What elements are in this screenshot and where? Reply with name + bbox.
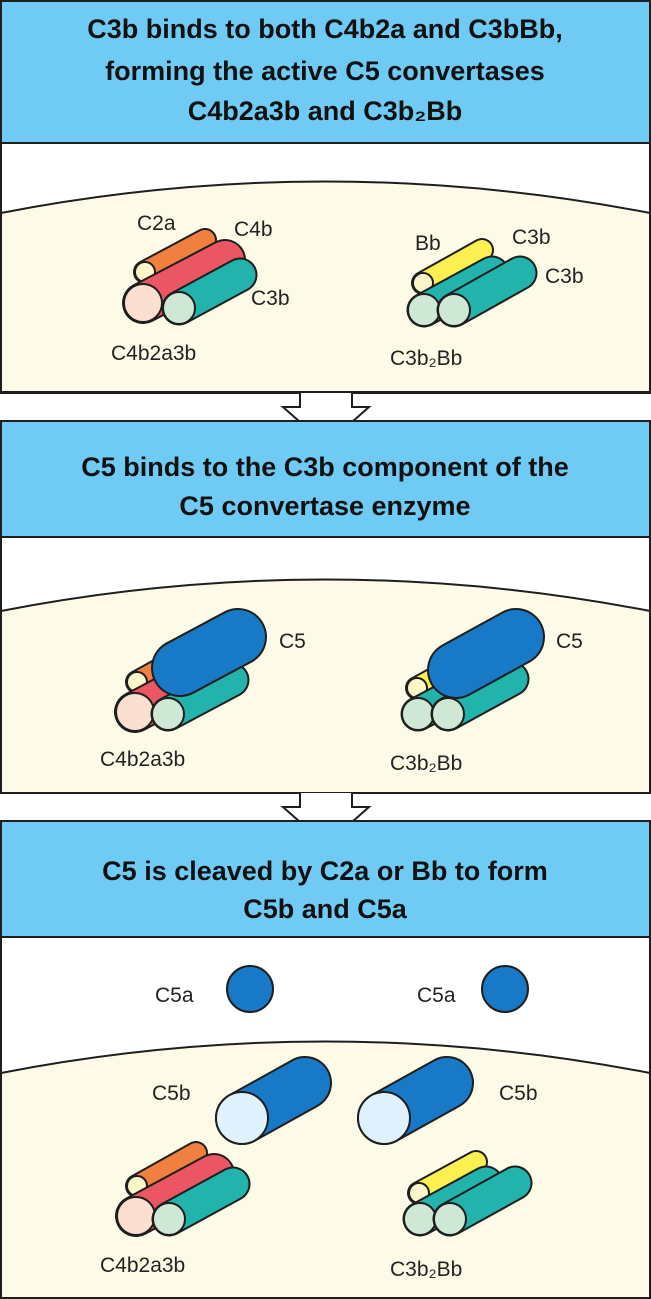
panel-2-header: [0, 420, 651, 538]
label-c3b2bb: C3b₂Bb: [390, 1258, 462, 1281]
label-c5a-left: C5a: [155, 984, 194, 1007]
c3b-cylinder-2: [430, 661, 530, 732]
label-c4b2a3b: C4b2a3b: [100, 748, 185, 771]
c4b2a3b-complex: [114, 608, 267, 733]
panel-2: C5 binds to the C3b component of the C5 …: [0, 420, 651, 794]
cell-membrane: [0, 578, 651, 794]
c3b2bb-complex: [406, 238, 538, 328]
label-c5-left: C5: [279, 630, 306, 653]
panel-2-title-line-2: C5 convertase enzyme: [179, 491, 470, 521]
panel-1-title-line-3: C4b2a3b and C3b₂Bb: [188, 96, 463, 126]
c5b-fragment-right: [357, 1056, 474, 1145]
label-c4b: C4b: [234, 218, 273, 241]
label-c3b2bb: C3b₂Bb: [390, 752, 462, 775]
bb-cylinder: [411, 238, 494, 295]
c3b-cylinder-2: [432, 1165, 533, 1237]
c5a-fragment-left: [226, 965, 274, 1013]
c5a-fragment-right: [481, 965, 529, 1013]
c2a-cylinder: [125, 1141, 208, 1198]
c3b2bb-complex: [402, 1150, 533, 1237]
c5-cylinder: [427, 608, 545, 699]
panel-3: C5 is cleaved by C2a or Bb to form C5b a…: [0, 820, 651, 1299]
c3b2bb-complex: [400, 608, 545, 732]
label-c2a: C2a: [137, 212, 176, 235]
label-c5-right: C5: [556, 630, 583, 653]
panel-3-title-line-2: C5b and C5a: [243, 894, 408, 924]
cell-membrane: [0, 180, 651, 393]
label-bb: Bb: [415, 232, 441, 255]
panel-1-title-line-2: forming the active C5 convertases: [105, 56, 545, 86]
label-c5a-right: C5a: [417, 984, 456, 1007]
panel-1: C3b binds to both C4b2a and C3bBb, formi…: [0, 0, 651, 394]
c3b-cylinder: [151, 1166, 251, 1237]
label-c3b-right-1: C3b: [512, 226, 551, 249]
panel-3-title-line-1: C5 is cleaved by C2a or Bb to form: [102, 856, 548, 886]
c5b-fragment-left: [215, 1056, 332, 1145]
c4b-cylinder: [122, 239, 246, 324]
label-c3b-right-2: C3b: [545, 265, 584, 288]
label-c5b-right: C5b: [499, 1082, 538, 1105]
c4b2a3b-complex: [115, 1141, 251, 1237]
c3b-cylinder: [150, 662, 250, 732]
panel-3-header: [0, 820, 651, 938]
c5-cylinder: [151, 608, 267, 697]
c4b-cylinder: [115, 1153, 235, 1237]
panel-2-title-line-1: C5 binds to the C3b component of the: [81, 452, 569, 482]
label-c4b2a3b: C4b2a3b: [111, 342, 196, 365]
label-c3b2bb: C3b₂Bb: [390, 347, 462, 370]
c4b2a3b-complex: [122, 228, 258, 326]
panel-1-header: [0, 0, 651, 144]
c3b-cylinder: [161, 257, 258, 326]
c3b-cylinder-2: [436, 255, 538, 328]
label-c3b-left: C3b: [251, 287, 290, 310]
panel-1-title-line-1: C3b binds to both C4b2a and C3bBb,: [87, 14, 563, 44]
label-c4b2a3b: C4b2a3b: [100, 1254, 185, 1277]
label-c5b-left: C5b: [152, 1082, 191, 1105]
